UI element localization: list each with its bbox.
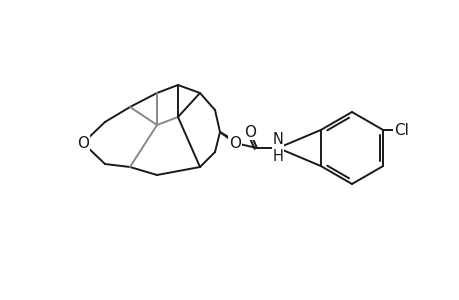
Text: O: O (77, 136, 89, 151)
Text: N
H: N H (272, 132, 283, 164)
Text: Cl: Cl (393, 122, 408, 137)
Text: O: O (229, 136, 241, 151)
Text: O: O (243, 124, 256, 140)
